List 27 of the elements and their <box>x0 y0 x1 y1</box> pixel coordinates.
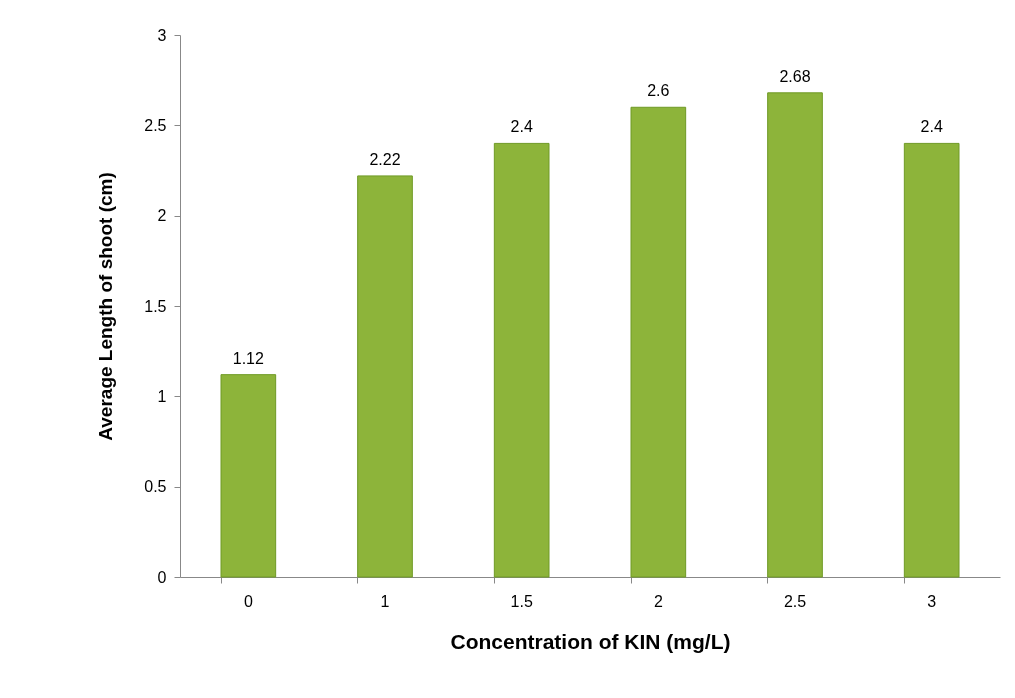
bar <box>493 142 550 578</box>
bar <box>630 106 687 578</box>
x-tick-label: 1.5 <box>510 592 533 610</box>
x-tick-label: 0 <box>243 592 253 610</box>
y-tick-label: 2.5 <box>144 116 167 134</box>
data-label: 2.4 <box>920 118 943 136</box>
x-tick-label: 2.5 <box>783 592 807 610</box>
data-label: 2.68 <box>779 67 811 85</box>
y-tick-label: 3 <box>157 26 167 44</box>
y-tick-label: 2 <box>157 207 167 225</box>
x-axis-title: Concentration of KIN (mg/L) <box>450 629 731 653</box>
bar <box>220 374 277 578</box>
bar <box>357 175 413 578</box>
y-axis-title: Average Length of shoot (cm) <box>95 172 117 441</box>
y-tick-label: 0.5 <box>144 478 167 496</box>
x-tick-label: 2 <box>653 592 663 610</box>
x-tick-label: 3 <box>927 592 937 610</box>
y-tick-label: 1.5 <box>144 297 167 315</box>
data-label: 1.12 <box>232 349 265 367</box>
y-tick-label: 0 <box>157 568 167 586</box>
x-tick-label: 1 <box>380 592 390 610</box>
data-label: 2.4 <box>510 118 533 136</box>
bar <box>767 92 823 578</box>
data-label: 2.6 <box>647 82 670 100</box>
y-tick-label: 1 <box>157 387 167 405</box>
bar <box>903 142 960 578</box>
data-label: 2.22 <box>369 150 401 168</box>
